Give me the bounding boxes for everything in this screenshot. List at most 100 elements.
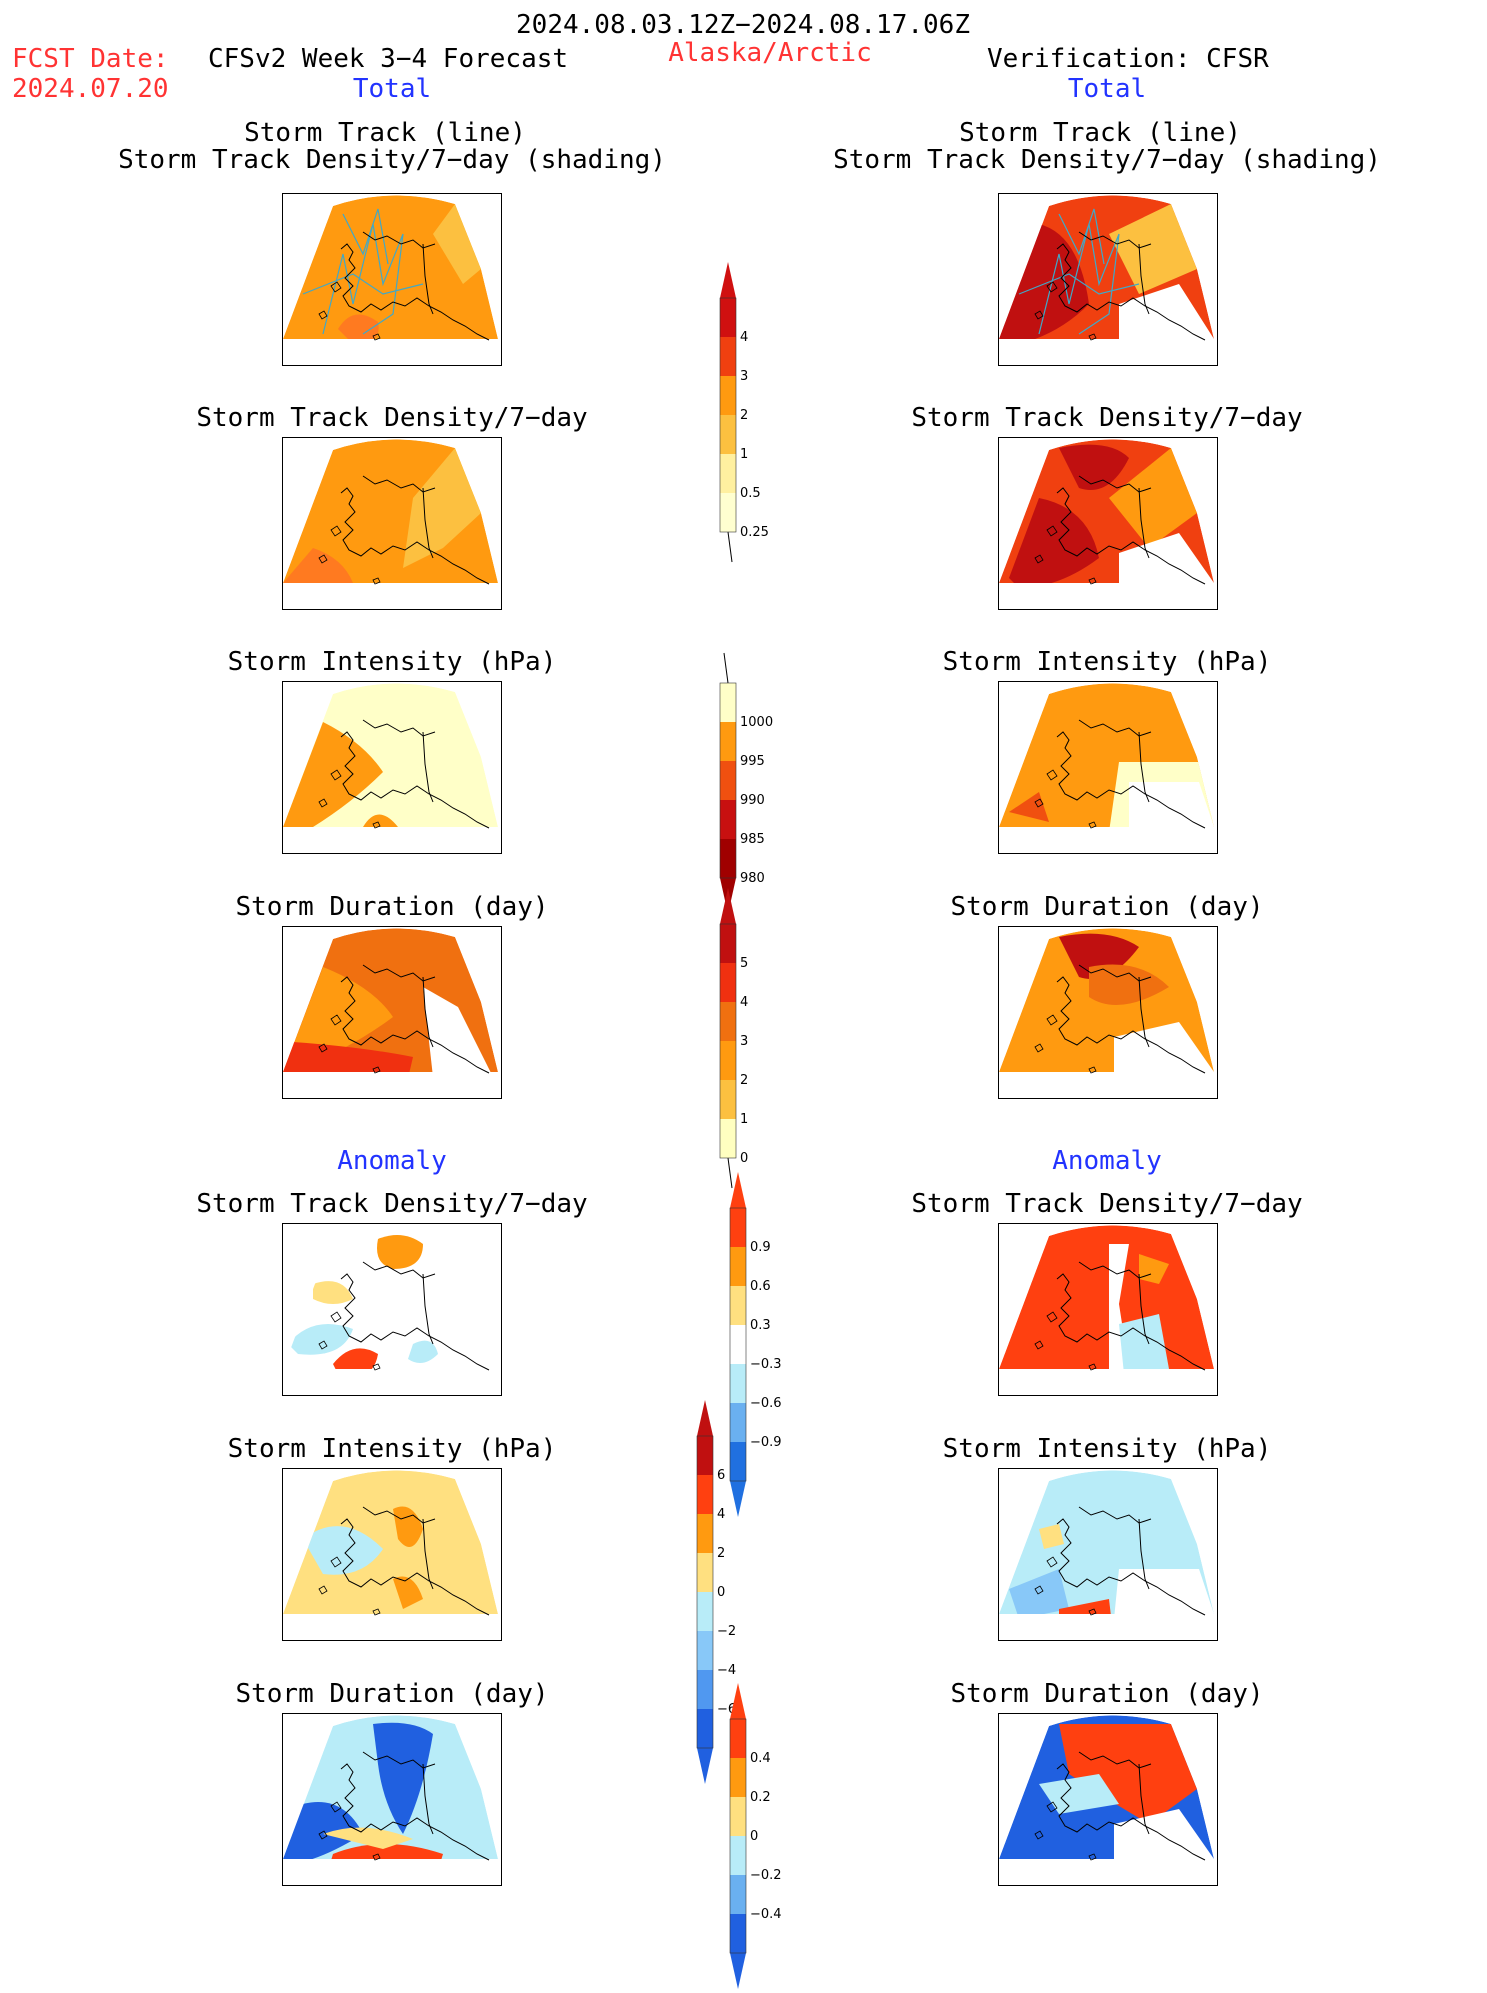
left-anom-duration-title: Storm Duration (day) (235, 1679, 549, 1709)
colorbar-intensity-total-segment (720, 839, 736, 878)
colorbar-intensity-anomaly-label: 6 (717, 1468, 725, 1483)
left-intensity-title: Storm Intensity (hPa) (227, 647, 557, 677)
colorbar-duration-anomaly-segment (730, 1875, 746, 1914)
colorbar-density-anomaly-label: −0.9 (750, 1435, 782, 1450)
left-track-line-title: Storm Track (line) (244, 118, 526, 148)
colorbar-density-total-segment (720, 415, 736, 454)
colorbar-density-anomaly-svg: 0.9 0.6 0.3 −0.3 −0.6 −0.9 (729, 1172, 782, 1517)
colorbar-duration-total-label: 5 (740, 956, 748, 971)
colorbar-duration-total-label: 0 (740, 1151, 748, 1166)
colorbar-density-total-segment (720, 493, 736, 532)
colorbar-density-anomaly-label: −0.3 (750, 1357, 782, 1372)
colorbar-duration-total-svg: 5 4 3 2 1 0 (719, 888, 748, 1189)
left-anom-intensity-title: Storm Intensity (hPa) (227, 1434, 557, 1464)
right-track-density-title: Storm Track Density/7−day (911, 403, 1303, 433)
colorbar-intensity-anomaly-segment (697, 1514, 713, 1553)
colorbar-intensity-total-label: 985 (740, 832, 765, 847)
map-right-track-plot (999, 195, 1214, 341)
date-range-title: 2024.08.03.12Z−2024.08.17.06Z (516, 10, 970, 40)
colorbar-intensity-anomaly-segment (697, 1670, 713, 1709)
colorbar-density-total-label: 4 (740, 330, 748, 345)
colorbar-density-anomaly-label: −0.6 (750, 1396, 782, 1411)
map-right-density (998, 437, 1218, 610)
colorbar-intensity-anomaly-label: −4 (717, 1663, 736, 1678)
map-right-anom-intensity-plot (999, 1470, 1214, 1616)
colorbar-duration-total-segment (720, 924, 736, 963)
colorbar-intensity-total-segment (720, 722, 736, 761)
colorbar-density-anomaly: 0.9 0.6 0.3 −0.3 −0.6 −0.9 (729, 1172, 796, 1521)
colorbar-duration-total-segment (720, 1080, 736, 1119)
colorbar-intensity-total-segment (720, 683, 736, 722)
colorbar-duration-anomaly-segment (730, 1719, 746, 1758)
colorbar-intensity-anomaly: 6 4 2 0 −2 −4 −6 (696, 1400, 763, 1788)
colorbar-density-anomaly-segment (730, 1442, 746, 1481)
colorbar-intensity-anomaly-label: −2 (717, 1624, 736, 1639)
colorbar-density-total-segment (720, 337, 736, 376)
left-anom-density-title: Storm Track Density/7−day (196, 1189, 588, 1219)
map-right-track (998, 193, 1218, 366)
map-right-density-plot (999, 439, 1214, 585)
colorbar-duration-total-segment (720, 1119, 736, 1158)
colorbar-density-total-label: 0.25 (740, 525, 769, 540)
colorbar-duration-total-label: 2 (740, 1073, 748, 1088)
colorbar-intensity-anomaly-extend-bottom (697, 1748, 713, 1784)
colorbar-density-anomaly-extend-bottom (730, 1481, 746, 1517)
map-right-anom-duration-plot (999, 1715, 1214, 1861)
right-track-density-shading-title: Storm Track Density/7−day (shading) (833, 145, 1381, 175)
colorbar-duration-total-segment (720, 963, 736, 1002)
left-track-density-title: Storm Track Density/7−day (196, 403, 588, 433)
colorbar-intensity-total-svg: 1000 995 990 985 980 (719, 652, 773, 914)
map-left-intensity (282, 681, 502, 854)
map-left-anom-duration (282, 1713, 502, 1886)
colorbar-density-total-segment (720, 454, 736, 493)
right-anom-duration-title: Storm Duration (day) (950, 1679, 1264, 1709)
left-track-density-shading-title: Storm Track Density/7−day (shading) (118, 145, 666, 175)
colorbar-intensity-anomaly-extend-top (697, 1400, 713, 1436)
right-anom-density-title: Storm Track Density/7−day (911, 1189, 1303, 1219)
colorbar-duration-total: 5 4 3 2 1 0 (719, 888, 786, 1189)
colorbar-duration-anomaly-label: −0.4 (750, 1907, 782, 1922)
colorbar-intensity-total-label: 1000 (740, 715, 773, 730)
colorbar-intensity-anomaly-segment (697, 1631, 713, 1670)
colorbar-duration-total-extend-top (720, 888, 736, 924)
colorbar-duration-total-label: 3 (740, 1034, 748, 1049)
map-left-anom-density (282, 1223, 502, 1396)
colorbar-intensity-total-label: 990 (740, 793, 765, 808)
colorbar-intensity-anomaly-segment (697, 1709, 713, 1748)
right-total-label: Total (1067, 74, 1147, 104)
colorbar-duration-total-label: 1 (740, 1112, 748, 1127)
colorbar-intensity-anomaly-segment (697, 1475, 713, 1514)
colorbar-density-total-label: 3 (740, 369, 748, 384)
map-left-anom-density-plot (283, 1225, 498, 1371)
colorbar-duration-anomaly-label: 0.2 (750, 1790, 771, 1805)
left-anomaly-label: Anomaly (337, 1146, 447, 1176)
verification-title: Verification: CFSR (987, 44, 1269, 74)
colorbar-intensity-total-segment (720, 800, 736, 839)
map-left-duration (282, 926, 502, 1099)
map-left-density-plot (283, 439, 498, 585)
colorbar-intensity-anomaly-segment (697, 1553, 713, 1592)
map-right-intensity-plot (999, 683, 1214, 829)
map-right-duration (998, 926, 1218, 1099)
map-left-density (282, 437, 502, 610)
right-duration-title: Storm Duration (day) (950, 892, 1264, 922)
map-left-anom-intensity (282, 1468, 502, 1641)
colorbar-intensity-total-label: 995 (740, 754, 765, 769)
left-duration-title: Storm Duration (day) (235, 892, 549, 922)
colorbar-duration-total-segment (720, 1041, 736, 1080)
colorbar-duration-anomaly-segment (730, 1836, 746, 1875)
colorbar-density-anomaly-label: 0.9 (750, 1240, 771, 1255)
colorbar-density-total-label: 0.5 (740, 486, 761, 501)
colorbar-density-total-segment (720, 376, 736, 415)
colorbar-density-total-segment (720, 298, 736, 337)
colorbar-duration-anomaly-label: −0.2 (750, 1868, 782, 1883)
right-anomaly-label: Anomaly (1052, 1146, 1162, 1176)
left-total-label: Total (352, 74, 432, 104)
map-right-anom-density (998, 1223, 1218, 1396)
fcst-date-value: 2024.07.20 (12, 74, 169, 104)
colorbar-intensity-anomaly-segment (697, 1592, 713, 1631)
map-left-anom-intensity-plot (283, 1470, 498, 1616)
colorbar-duration-anomaly-segment (730, 1758, 746, 1797)
colorbar-density-total-label: 2 (740, 408, 748, 423)
right-anom-intensity-title: Storm Intensity (hPa) (942, 1434, 1272, 1464)
